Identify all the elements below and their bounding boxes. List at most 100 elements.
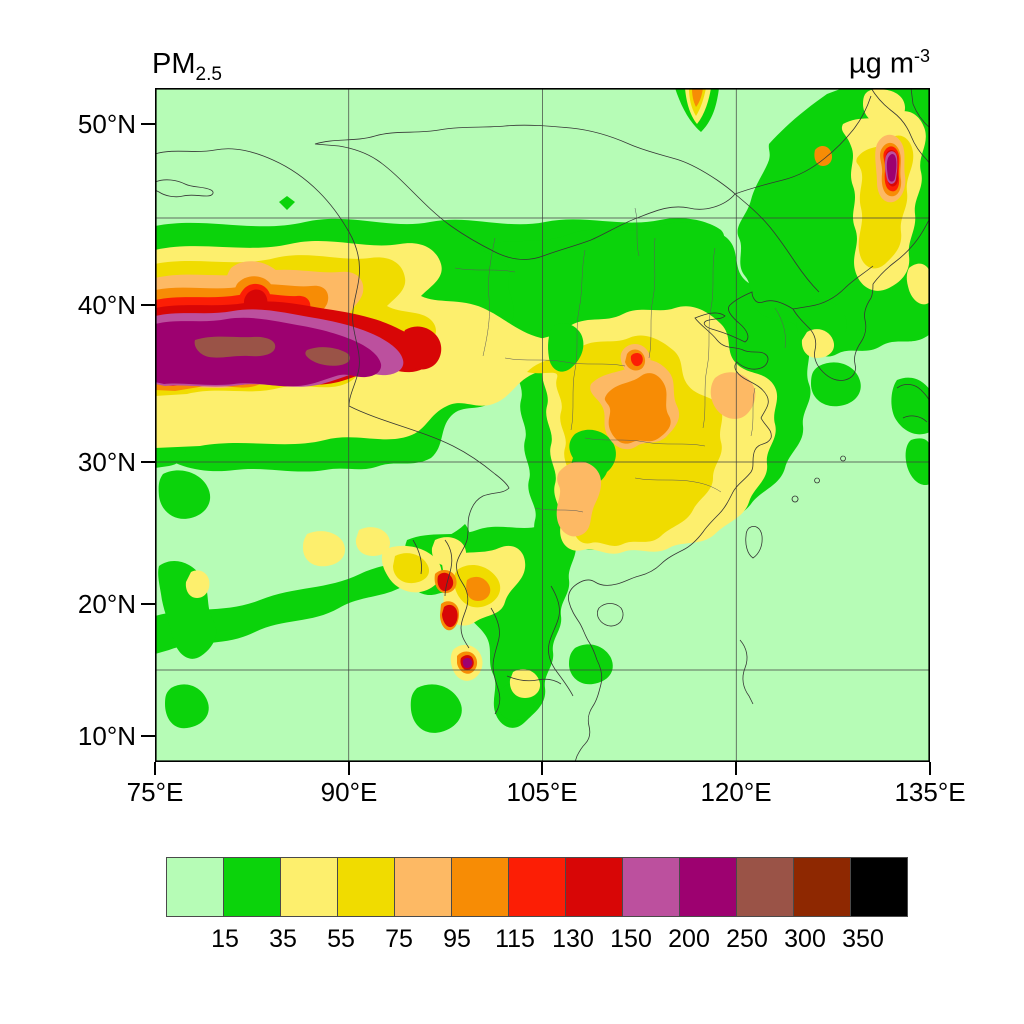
colorbar-tick-label: 55 bbox=[327, 925, 355, 953]
country-border-line bbox=[548, 585, 574, 697]
map-svg bbox=[154, 87, 931, 763]
units-exponent: -3 bbox=[913, 46, 930, 66]
province-border-line bbox=[504, 357, 626, 367]
x-axis-tick-label: 75°E bbox=[126, 777, 184, 807]
contour-fill-region bbox=[886, 153, 897, 182]
contour-fill-region bbox=[303, 531, 346, 567]
coastline bbox=[739, 639, 754, 705]
country-border-line bbox=[506, 675, 562, 685]
contour-fill-region bbox=[801, 329, 835, 358]
units-label: µg m-3 bbox=[848, 46, 930, 80]
colorbar-tick-label: 200 bbox=[668, 925, 710, 953]
country-border-line bbox=[490, 607, 501, 715]
variable-subscript: 2.5 bbox=[195, 63, 222, 85]
colorbar-tick-label: 130 bbox=[552, 925, 594, 953]
coastline bbox=[792, 283, 874, 381]
province-border-line bbox=[648, 237, 656, 359]
contour-fill-region bbox=[165, 684, 209, 729]
map-frame bbox=[155, 88, 931, 763]
country-border-line bbox=[154, 148, 360, 407]
country-border-line bbox=[734, 95, 872, 195]
colorbar-cell bbox=[337, 857, 395, 917]
colorbar-cell bbox=[565, 857, 623, 917]
contour-fill-region bbox=[891, 377, 930, 435]
contour-fill-region bbox=[393, 553, 430, 584]
y-axis-tick-label: 30°N bbox=[77, 447, 136, 477]
country-border-line bbox=[412, 539, 422, 575]
y-axis-tick bbox=[141, 461, 155, 463]
contour-fill-region bbox=[185, 570, 210, 598]
x-axis-tick-label: 135°E bbox=[894, 777, 966, 807]
contour-fill-region bbox=[431, 537, 467, 566]
colorbar-tick-label: 150 bbox=[610, 925, 652, 953]
y-axis-tick bbox=[141, 304, 155, 306]
y-axis-tick-label: 50°N bbox=[77, 109, 136, 139]
province-border-line bbox=[774, 307, 786, 349]
contour-fill-region bbox=[811, 362, 861, 407]
colorbar-tick-label: 350 bbox=[842, 925, 884, 953]
colorbar-cell bbox=[508, 857, 566, 917]
coastline bbox=[870, 87, 931, 165]
contour-fill-region bbox=[442, 604, 458, 628]
colorbar-cell bbox=[394, 857, 452, 917]
colorbar-cell bbox=[736, 857, 794, 917]
y-axis-tick bbox=[141, 123, 155, 125]
y-axis-tick bbox=[141, 735, 155, 737]
contour-fill-region bbox=[814, 146, 833, 166]
colorbar-tick-label: 75 bbox=[385, 925, 413, 953]
contour-fill-region bbox=[863, 89, 906, 125]
contour-fill-region bbox=[906, 263, 930, 305]
coastline bbox=[745, 526, 763, 559]
province-border-line bbox=[750, 387, 756, 437]
country-border-line bbox=[734, 193, 820, 293]
contour-fill-region bbox=[155, 524, 470, 654]
contour-fill-region bbox=[509, 669, 541, 698]
colorbar-tick-label: 300 bbox=[784, 925, 826, 953]
x-axis-tick-label: 90°E bbox=[320, 777, 378, 807]
coastline bbox=[568, 291, 794, 763]
coastline bbox=[596, 603, 624, 627]
province-border-line bbox=[482, 237, 496, 357]
x-axis-tick bbox=[348, 762, 350, 775]
colorbar-cell bbox=[850, 857, 908, 917]
coastline bbox=[154, 179, 214, 198]
contour-fill-region bbox=[194, 336, 276, 358]
colorbar-cell bbox=[679, 857, 737, 917]
colorbar-cell bbox=[793, 857, 851, 917]
colorbar-tick-label: 250 bbox=[726, 925, 768, 953]
province-border-line bbox=[634, 207, 640, 257]
coastline bbox=[910, 87, 931, 129]
contour-fill-region bbox=[355, 527, 391, 556]
x-axis-tick bbox=[154, 762, 156, 775]
contour-fill-region bbox=[305, 347, 350, 366]
colorbar-tick-label: 115 bbox=[495, 925, 535, 953]
country-border-line bbox=[444, 539, 453, 597]
colorbar-cell bbox=[280, 857, 338, 917]
colorbar-cell bbox=[451, 857, 509, 917]
contour-fill-region bbox=[437, 572, 454, 592]
colorbar-cell bbox=[166, 857, 224, 917]
contour-fill-region bbox=[466, 576, 491, 601]
colorbar-tick-label: 15 bbox=[211, 925, 239, 953]
x-axis-tick-label: 105°E bbox=[506, 777, 578, 807]
x-axis-tick bbox=[929, 762, 931, 775]
y-axis-tick-label: 40°N bbox=[77, 290, 136, 320]
coastline bbox=[902, 415, 928, 423]
province-border-line bbox=[570, 249, 586, 431]
contour-fill-region bbox=[158, 470, 211, 519]
colorbar-tick-label: 35 bbox=[269, 925, 297, 953]
contour-fill-region bbox=[402, 326, 442, 370]
contour-fill-region bbox=[556, 461, 602, 537]
coastline bbox=[872, 217, 931, 285]
province-border-line bbox=[584, 437, 706, 447]
variable-label: PM2.5 bbox=[152, 48, 222, 85]
contour-fill-region bbox=[410, 684, 462, 733]
colorbar-tick-label: 95 bbox=[443, 925, 471, 953]
coastline bbox=[791, 455, 846, 503]
province-border-line bbox=[534, 507, 584, 513]
colorbar-cell bbox=[223, 857, 281, 917]
province-border-line bbox=[634, 477, 722, 493]
contour-fill-region bbox=[279, 196, 295, 210]
country-border-line bbox=[348, 405, 510, 649]
